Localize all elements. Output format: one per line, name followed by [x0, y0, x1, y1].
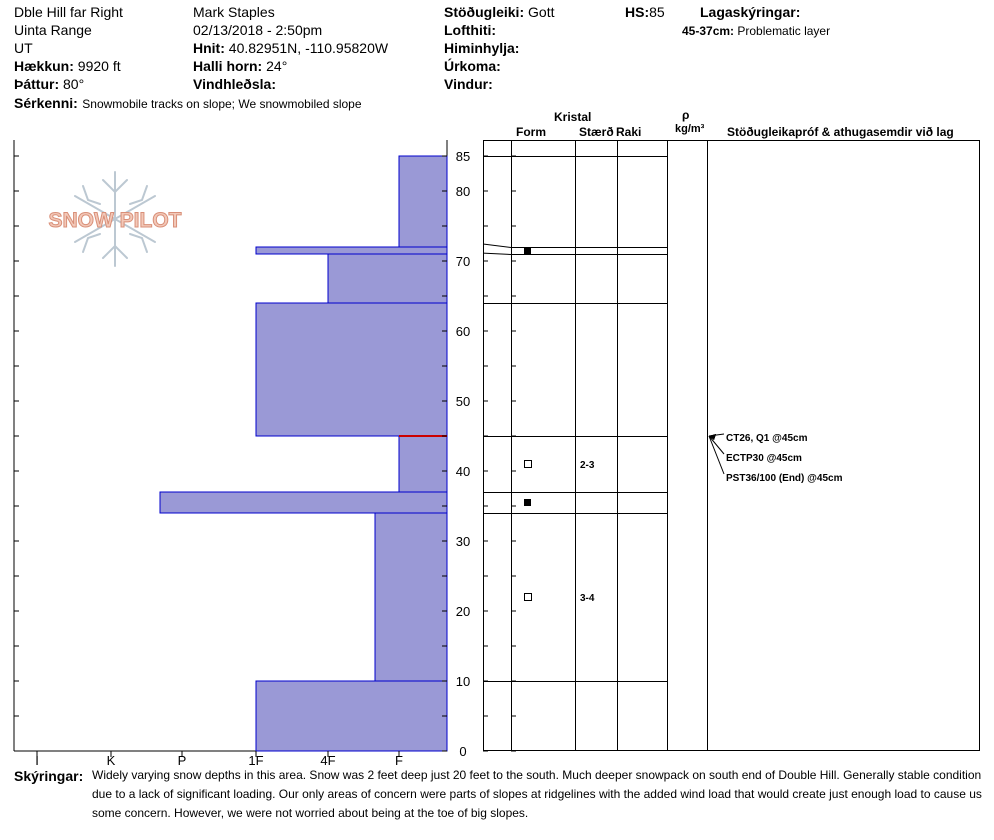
hardness-tick-label: 4F — [320, 753, 335, 768]
depth-tick-label: 50 — [456, 394, 470, 409]
location-name: Dble Hill far Right — [14, 4, 123, 20]
crystal-size-label: 3-4 — [580, 593, 595, 604]
range-name: Uinta Range — [14, 22, 92, 38]
legend-label: Lagaskýringar: — [700, 4, 801, 20]
depth-tick-label: 0 — [459, 744, 466, 759]
comments-line-3: some concern. However, we were not worri… — [92, 806, 529, 820]
observer-name: Mark Staples — [193, 4, 275, 20]
logo-text: SNOW PILOT — [49, 209, 182, 232]
crystal-size-label: 2-3 — [580, 460, 595, 471]
aspect-value: 80° — [63, 76, 85, 92]
stability-test-label: PST36/100 (End) @45cm — [726, 473, 843, 484]
hs-row: HS:85 — [625, 4, 665, 20]
hardness-bar — [255, 302, 448, 437]
hardness-bar — [159, 491, 448, 514]
hardness-tick-label: K — [107, 753, 116, 768]
legend-range: 45-37cm: — [682, 24, 735, 38]
depth-tick-label: 40 — [456, 464, 470, 479]
elevation-value: 9920 ft — [77, 58, 121, 74]
aspect-row: Þáttur: 80° — [14, 76, 84, 92]
hs-value: 85 — [649, 4, 665, 20]
tests-header: Stöðugleikapróf & athugasemdir við lag — [727, 125, 954, 139]
rho-header: ρ — [682, 108, 690, 122]
features-label: Sérkenni: — [14, 95, 78, 111]
hardness-tick-label: P — [178, 753, 187, 768]
sky-label: Himinhylja: — [444, 40, 520, 56]
depth-tick-label: 20 — [456, 604, 470, 619]
test-pointer-line — [708, 435, 725, 475]
depth-tick-label: 70 — [456, 254, 470, 269]
slope-row: Halli horn: 24° — [193, 58, 287, 74]
density-unit-header: kg/m³ — [675, 123, 705, 135]
depth-tick-label: 10 — [456, 674, 470, 689]
test-pointer-line — [708, 435, 725, 455]
hardness-bar — [398, 155, 448, 248]
air-temp-label: Lofthiti: — [444, 22, 497, 38]
layer-connector — [482, 243, 512, 248]
kristal-header: Kristal — [554, 110, 592, 124]
comments-line-2: due to a lack of significant loading. Ou… — [92, 787, 982, 801]
crystal-open-square-icon — [524, 460, 532, 468]
wind-loading-label: Vindhleðsla: — [193, 76, 276, 92]
elevation-row: Hækkun: 9920 ft — [14, 58, 121, 74]
features-value: Snowmobile tracks on slope; We snowmobil… — [82, 97, 362, 111]
hardness-tick-label: 1F — [248, 753, 263, 768]
hardness-tick-label: F — [395, 753, 403, 768]
layer-connector — [482, 252, 512, 255]
precip-label: Úrkoma: — [444, 58, 501, 74]
hardness-tick-label: I — [35, 753, 39, 768]
legend-row: 45-37cm: Problematic layer — [682, 24, 830, 38]
hs-label: HS: — [625, 4, 650, 20]
slope-label: Halli horn: — [193, 58, 263, 74]
form-header: Form — [516, 125, 546, 139]
stability-row: Stöðugleiki: Gott — [444, 4, 554, 20]
features-row: Sérkenni: Snowmobile tracks on slope; We… — [14, 95, 362, 113]
hardness-bar — [398, 435, 448, 493]
observation-datetime: 02/13/2018 - 2:50pm — [193, 22, 323, 38]
hardness-bar — [255, 246, 448, 255]
stability-value: Gott — [528, 4, 555, 20]
stability-test-label: ECTP30 @45cm — [726, 453, 802, 464]
coords-label: Hnit: — [193, 40, 225, 56]
stability-test-label: CT26, Q1 @45cm — [726, 433, 808, 444]
coords-row: Hnit: 40.82951N, -110.95820W — [193, 40, 388, 56]
depth-tick-label: 30 — [456, 534, 470, 549]
hardness-bar — [374, 512, 448, 682]
crystal-filled-square-icon — [524, 247, 531, 254]
comments-line-1: Widely varying snow depths in this area.… — [92, 768, 982, 782]
depth-tick-label: 60 — [456, 324, 470, 339]
size-header: Stærð — [579, 125, 614, 139]
depth-tick-label: 85 — [456, 149, 470, 164]
moisture-header: Raki — [616, 125, 642, 139]
stability-label: Stöðugleiki: — [444, 4, 525, 20]
aspect-label: Þáttur: — [14, 76, 60, 92]
slope-value: 24° — [266, 58, 288, 74]
comments-label: Skýringar: — [14, 768, 84, 784]
elevation-label: Hækkun: — [14, 58, 74, 74]
test-arrow-icon — [709, 434, 716, 440]
crystal-open-square-icon — [524, 593, 532, 601]
state-name: UT — [14, 40, 33, 56]
snowflake-logo-icon — [74, 171, 156, 267]
wind-label: Vindur: — [444, 76, 493, 92]
legend-text: Problematic layer — [737, 24, 831, 38]
coords-value: 40.82951N, -110.95820W — [228, 40, 389, 56]
hardness-bar — [327, 253, 448, 304]
depth-tick-label: 80 — [456, 184, 470, 199]
hardness-bar — [255, 680, 448, 752]
crystal-filled-square-icon — [524, 499, 531, 506]
